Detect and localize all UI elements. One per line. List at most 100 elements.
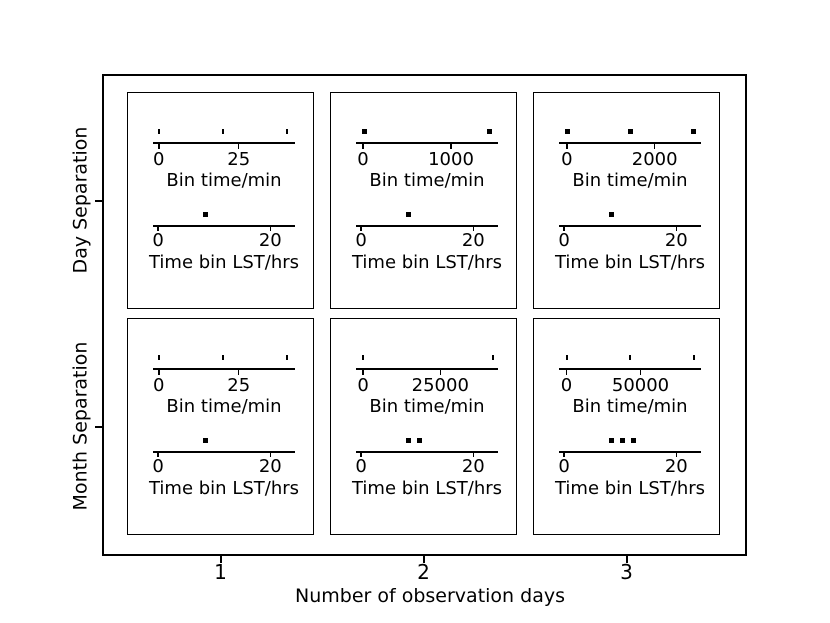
- data-marker-square: [608, 212, 614, 217]
- mini-axis-tick-label: 0: [355, 230, 367, 251]
- mini-axis-title: Time bin LST/hrs: [148, 252, 300, 273]
- data-marker-square: [608, 438, 614, 443]
- mini-axis-tick-label: 0: [153, 375, 165, 396]
- mini-axis-tick-label: 0: [355, 456, 367, 477]
- mini-axis-tick-label: 20: [664, 230, 688, 251]
- mini-axis-tick: [439, 369, 442, 375]
- mini-axis-tick-label: 20: [461, 230, 485, 251]
- data-marker-square: [487, 129, 493, 134]
- mini-axis-tick: [565, 369, 568, 375]
- mini-axis-tick-label: 50000: [611, 375, 670, 396]
- mini-axis-tick: [158, 369, 160, 375]
- mini-axis-tick: [563, 451, 565, 457]
- mini-axis-title: Bin time/min: [572, 170, 688, 191]
- mini-axis-line: [356, 451, 498, 453]
- data-marker-tick: [629, 355, 632, 360]
- mini-axis-tick-label: 2000: [631, 149, 678, 170]
- row-label-day-separation: Day Separation: [69, 126, 92, 274]
- mini-axis-tick: [472, 225, 475, 231]
- data-marker-tick: [157, 129, 160, 134]
- mini-axis-tick-label: 0: [153, 149, 165, 170]
- mini-axis-line: [559, 225, 701, 227]
- subplot-day-3: 0 2000 Bin time/min 0 20 Time bin LST/hrs: [533, 92, 720, 309]
- mini-axis-title: Bin time/min: [369, 396, 485, 417]
- data-marker-tick: [221, 129, 224, 134]
- mini-axis-line: [153, 142, 295, 144]
- mini-axis-line: [153, 368, 295, 370]
- y-axis-tick-row1: [95, 199, 102, 202]
- data-marker-square: [690, 129, 696, 134]
- y-axis-tick-row2: [95, 425, 102, 428]
- row-label-month-separation: Month Separation: [69, 341, 92, 511]
- x-tick-label-1: 1: [214, 560, 227, 584]
- mini-axis-tick: [675, 451, 678, 457]
- mini-axis-line: [559, 451, 701, 453]
- subplot-month-2: 0 25000 Bin time/min 0 20 Time bin LST/hrs: [330, 318, 517, 535]
- data-marker-square: [405, 438, 411, 443]
- mini-axis-tick: [157, 225, 159, 231]
- mini-axis-tick-label: 0: [558, 456, 570, 477]
- mini-axis-tick: [472, 451, 475, 457]
- data-marker-square: [627, 129, 633, 134]
- mini-axis-line: [559, 368, 701, 370]
- data-marker-tick: [491, 355, 494, 360]
- mini-axis-tick-label: 25: [227, 375, 251, 396]
- mini-axis-title: Time bin LST/hrs: [554, 252, 706, 273]
- data-marker-tick: [565, 355, 568, 360]
- data-marker-square: [630, 438, 636, 443]
- mini-axis-tick-label: 20: [258, 456, 282, 477]
- mini-axis-line: [356, 142, 498, 144]
- subplot-month-1: 0 25 Bin time/min 0 20 Time bin LST/hrs: [127, 318, 314, 535]
- data-marker-square: [405, 212, 411, 217]
- mini-axis-tick-label: 0: [561, 149, 573, 170]
- data-marker-square: [202, 212, 208, 217]
- mini-axis-title: Bin time/min: [166, 396, 282, 417]
- mini-axis-tick: [362, 369, 364, 375]
- mini-axis-tick: [566, 143, 568, 149]
- mini-axis-tick-label: 0: [357, 375, 369, 396]
- subplot-month-3: 0 50000 Bin time/min 0 20 Time bin LST/hrs: [533, 318, 720, 535]
- mini-axis-tick: [563, 225, 565, 231]
- x-axis-label: Number of observation days: [295, 585, 565, 607]
- mini-axis-tick-label: 0: [152, 456, 164, 477]
- data-marker-tick: [157, 355, 160, 360]
- mini-axis-tick: [237, 143, 240, 149]
- mini-axis-tick: [158, 143, 160, 149]
- data-marker-square: [362, 129, 368, 134]
- mini-axis-tick: [237, 369, 240, 375]
- mini-axis-tick: [450, 143, 452, 149]
- mini-axis-tick-label: 20: [258, 230, 282, 251]
- data-marker-tick: [221, 355, 224, 360]
- data-marker-tick: [362, 355, 365, 360]
- mini-axis-tick-label: 1000: [428, 149, 474, 170]
- mini-axis-tick-label: 25000: [411, 375, 469, 396]
- mini-axis-tick-label: 25: [227, 149, 251, 170]
- data-marker-square: [416, 438, 422, 443]
- mini-axis-tick: [360, 451, 362, 457]
- x-axis-tick-1: [219, 556, 222, 563]
- mini-axis-tick: [269, 225, 272, 231]
- subplot-day-2: 0 1000 Bin time/min 0 20 Time bin LST/hrs: [330, 92, 517, 309]
- mini-axis-tick: [653, 143, 656, 149]
- mini-axis-line: [356, 368, 498, 370]
- mini-axis-tick-label: 0: [558, 230, 570, 251]
- data-marker-tick: [693, 355, 696, 360]
- x-axis-tick-2: [422, 556, 425, 563]
- mini-axis-title: Bin time/min: [369, 170, 485, 191]
- mini-axis-tick-label: 20: [664, 456, 688, 477]
- mini-axis-tick: [675, 225, 678, 231]
- data-marker-square: [619, 438, 625, 443]
- data-marker-tick: [285, 355, 288, 360]
- mini-axis-title: Time bin LST/hrs: [351, 252, 503, 273]
- mini-axis-title: Bin time/min: [166, 170, 282, 191]
- mini-axis-tick: [269, 451, 272, 457]
- x-tick-label-3: 3: [620, 560, 633, 584]
- data-marker-square: [202, 438, 208, 443]
- mini-axis-tick-label: 20: [461, 456, 485, 477]
- mini-axis-tick-label: 0: [357, 149, 369, 170]
- mini-axis-line: [559, 142, 701, 144]
- mini-axis-tick-label: 0: [560, 375, 573, 396]
- data-marker-square: [565, 129, 571, 134]
- mini-axis-line: [356, 225, 498, 227]
